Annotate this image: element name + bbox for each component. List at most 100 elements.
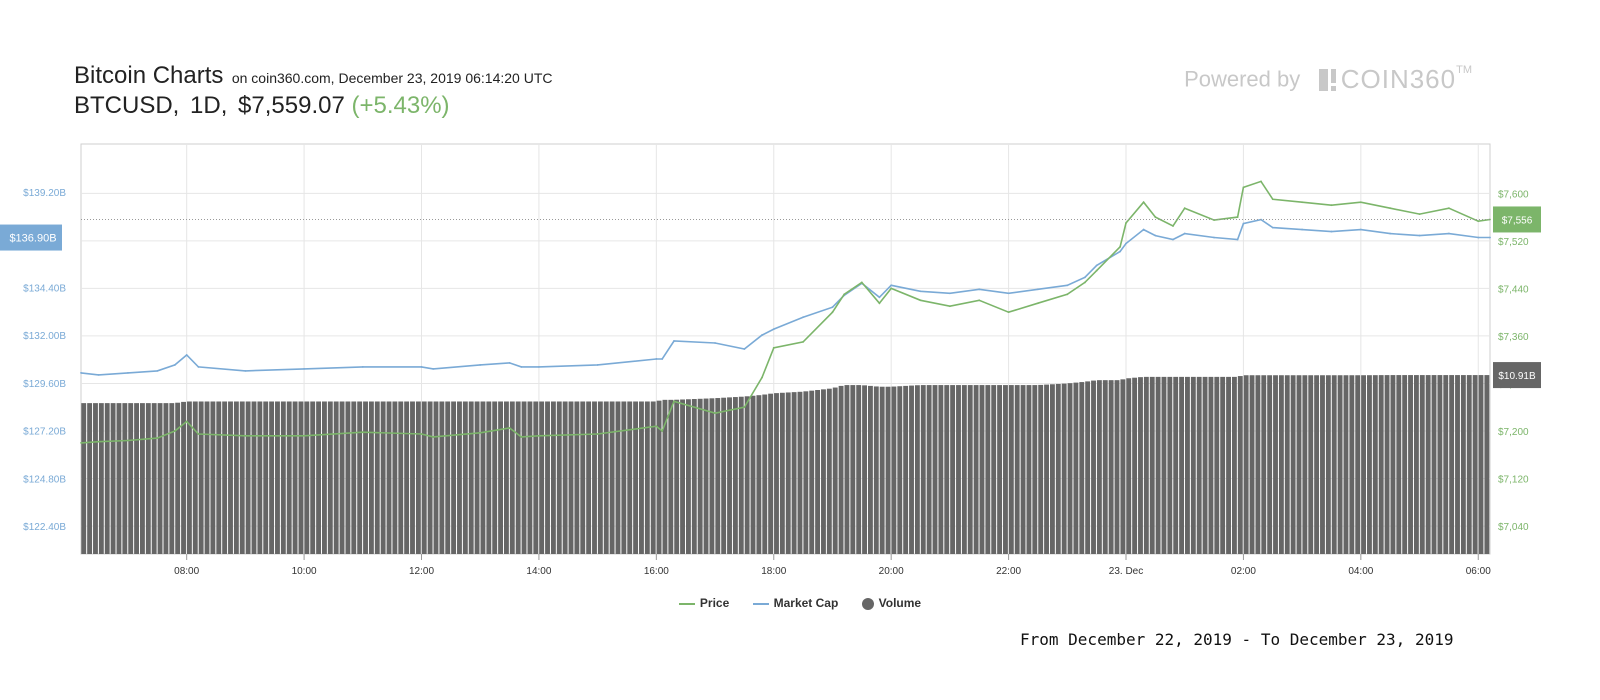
legend-market-cap[interactable]: Market Cap <box>752 596 839 610</box>
market-cap-line-point <box>432 368 435 370</box>
legend-volume-label: Volume <box>878 596 922 610</box>
volume-bar <box>914 385 920 554</box>
volume-bar <box>263 401 269 554</box>
price-line-point <box>97 440 100 443</box>
volume-bar <box>668 399 674 554</box>
volume-bar <box>1014 385 1020 554</box>
volume-bar <box>1185 376 1190 554</box>
volume-bar <box>1032 385 1038 554</box>
volume-bar <box>1091 380 1096 554</box>
volume-bar <box>973 385 979 554</box>
volume-bar <box>1267 375 1273 554</box>
volume-bar <box>363 401 368 554</box>
market-cap-line-point <box>890 284 893 287</box>
left-tick-label: $139.20B <box>23 188 66 199</box>
volume-bar <box>1349 375 1355 554</box>
volume-bar <box>1220 376 1226 554</box>
chart-title: Bitcoin Charts <box>74 62 224 89</box>
price-line-point <box>1084 281 1086 284</box>
volume-bar <box>245 401 251 554</box>
volume-bar <box>815 390 821 554</box>
volume-bar <box>1361 375 1367 554</box>
legend-volume[interactable]: Volume <box>861 596 922 610</box>
volume-dot-icon <box>861 597 874 610</box>
market-cap-line-point <box>1418 234 1421 237</box>
volume-bar <box>1067 383 1073 554</box>
volume-bar <box>1460 375 1466 554</box>
volume-bar <box>322 401 327 554</box>
volume-bar <box>269 401 275 554</box>
market-cap-line-point <box>761 334 763 336</box>
volume-bar <box>1196 376 1202 554</box>
volume-bar <box>228 401 233 554</box>
price-line-point <box>156 437 159 440</box>
price-line-point <box>878 302 881 305</box>
price-line-point <box>479 431 482 434</box>
volume-bar <box>1061 383 1067 554</box>
volume-bar <box>550 401 556 554</box>
interval-label: 1D <box>190 92 221 119</box>
price-line-point <box>127 439 129 442</box>
volume-bar <box>703 398 709 554</box>
separator: , <box>220 92 228 119</box>
volume-bar <box>685 399 691 554</box>
volume-bar <box>644 401 650 554</box>
volume-bar <box>1249 375 1255 554</box>
volume-bar <box>1331 375 1337 554</box>
price-line-point <box>772 346 775 349</box>
volume-bar <box>1466 375 1472 554</box>
volume-bar <box>81 403 87 554</box>
left-tick-label: $129.60B <box>23 379 66 390</box>
price-line-point <box>1037 302 1039 305</box>
date-range: From December 22, 2019 - To December 23,… <box>1020 630 1454 649</box>
legend-market-cap-label: Market Cap <box>773 596 839 610</box>
volume-bar <box>251 401 257 554</box>
right-tick-label: $7,120 <box>1498 475 1529 486</box>
volume-bar <box>1290 375 1296 554</box>
volume-bar <box>797 391 803 554</box>
volume-bar <box>1073 382 1079 554</box>
volume-bar <box>1325 375 1331 554</box>
price-line-point <box>743 406 746 409</box>
volume-bar <box>785 392 791 554</box>
volume-bar <box>316 401 322 554</box>
right-tick-label: $7,200 <box>1498 427 1529 438</box>
price-line-point <box>890 287 893 290</box>
market-cap-line-point <box>420 366 423 368</box>
volume-bar <box>1214 376 1220 554</box>
market-cap-line-point <box>1271 226 1274 229</box>
volume-bar <box>280 401 286 554</box>
volume-bar <box>1126 378 1132 554</box>
left-tick-label: $124.80B <box>23 474 66 485</box>
volume-bar <box>961 385 967 554</box>
volume-bar <box>1167 376 1173 554</box>
powered-by-label: Powered by <box>1184 66 1301 92</box>
left-tick-label: $122.40B <box>23 522 66 533</box>
legend-price-label: Price <box>699 596 730 610</box>
market-cap-line-point <box>303 368 305 370</box>
brand-logo[interactable]: Powered by COIN360TM <box>1184 64 1472 95</box>
price-line-point <box>661 430 664 432</box>
market-cap-line-point <box>1301 228 1304 231</box>
volume-bar <box>204 401 210 554</box>
volume-bar <box>1149 376 1155 554</box>
market-cap-line-point <box>185 354 188 356</box>
x-tick-label: 12:00 <box>409 566 434 577</box>
price-line-point <box>860 281 863 284</box>
market-cap-line-point <box>538 366 540 368</box>
volume-bar <box>991 385 997 554</box>
volume-bar <box>1079 382 1085 554</box>
market-cap-line-point <box>1236 238 1239 241</box>
volume-bar <box>1085 381 1091 554</box>
volume-bar <box>932 385 938 554</box>
price-line-point <box>538 434 540 437</box>
volume-bar <box>979 385 985 554</box>
legend-price[interactable]: Price <box>678 596 730 610</box>
volume-bar <box>98 403 104 554</box>
volume-bar <box>415 401 421 554</box>
volume-bar <box>439 401 445 554</box>
volume-bar <box>774 393 779 554</box>
volume-bar <box>427 401 433 554</box>
volume-bar <box>1296 375 1302 554</box>
